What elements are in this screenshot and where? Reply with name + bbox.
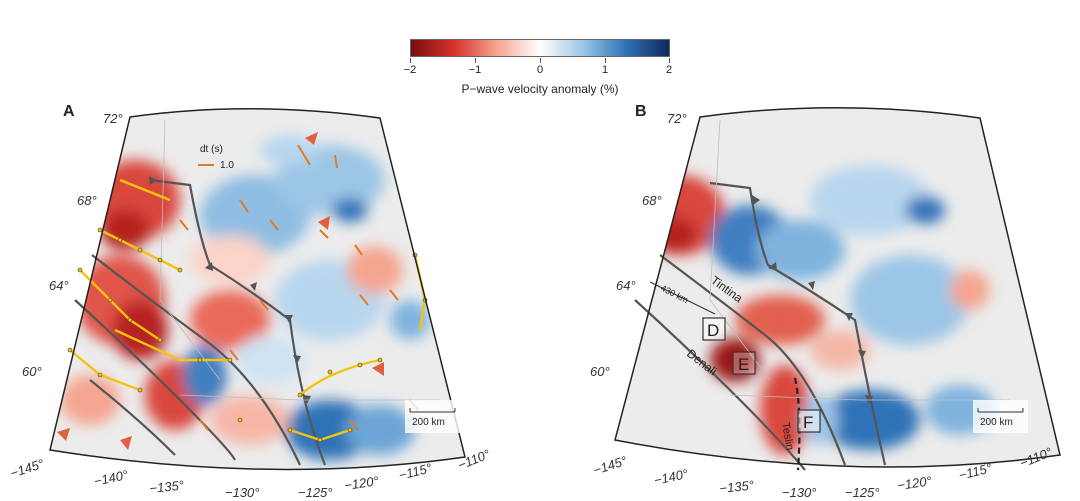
- borders: [709, 119, 1010, 401]
- box-e: E: [732, 351, 756, 375]
- colorbar-tick: [475, 58, 476, 63]
- scale-bar-label: 200 km: [412, 417, 445, 428]
- lat-label: 64°: [616, 278, 636, 293]
- lon-label: −130°: [782, 485, 816, 500]
- lat-label: 72°: [667, 111, 687, 126]
- thrust-front: [149, 176, 327, 466]
- panel-a-letter: A: [63, 103, 75, 120]
- lon-label: −120°: [343, 473, 379, 493]
- map-panel-a: dt (s) 1.0 200 km 72° 68° 64° 60° −145° …: [8, 108, 492, 500]
- lon-label: −135°: [719, 477, 755, 496]
- lon-label: −140°: [653, 466, 690, 488]
- map-frame: [614, 107, 1061, 468]
- panel-b-letter: B: [635, 103, 647, 120]
- colorbar-tick: [669, 58, 670, 63]
- colorbar-tick-label: 2: [665, 64, 673, 76]
- splitting-bars: [179, 144, 419, 431]
- volcano-markers: [57, 132, 384, 450]
- box-d-label: D: [707, 321, 719, 340]
- legend-title: dt (s): [200, 144, 223, 155]
- lat-label: 68°: [642, 193, 662, 208]
- fault-lines: [634, 254, 847, 471]
- box-e-label: E: [738, 355, 749, 374]
- velocity-anomaly-field: [60, 135, 430, 460]
- box-d: D: [702, 317, 726, 341]
- colorbar-title: P−wave velocity anomaly (%): [461, 82, 619, 96]
- colorbar-tick-label: 0: [536, 64, 544, 76]
- colorbar-tick: [605, 58, 606, 63]
- scale-bar-box: [405, 400, 460, 433]
- box-f-label: F: [803, 413, 813, 432]
- lon-label: −130°: [225, 485, 259, 500]
- scale-bar-box: [973, 400, 1028, 433]
- lat-label: 68°: [77, 193, 97, 208]
- lon-label: −120°: [896, 473, 932, 493]
- colorbar: [410, 39, 670, 57]
- lon-label: −135°: [149, 477, 185, 496]
- lon-label: −140°: [93, 467, 130, 489]
- lat-label: 64°: [49, 278, 69, 293]
- lon-label: −125°: [845, 485, 879, 500]
- colorbar-tick: [540, 58, 541, 63]
- lat-label: 72°: [103, 111, 123, 126]
- legend-value: 1.0: [220, 160, 234, 171]
- teslin-label: Teslin: [779, 421, 796, 451]
- lon-label: −125°: [298, 485, 332, 500]
- lon-label: −145°: [591, 453, 628, 478]
- scale-bar-label: 200 km: [980, 417, 1013, 428]
- lon-label: −145°: [8, 456, 45, 481]
- colorbar-tick-label: −2: [403, 64, 417, 76]
- map-frame: [49, 108, 466, 471]
- colorbar-tick-label: −1: [468, 64, 482, 76]
- distance-line: [649, 281, 716, 315]
- map-panel-b: 430 km Tintina Denali Teslin D E F 200 k…: [590, 107, 1061, 500]
- stations: [67, 227, 428, 443]
- lat-label: 60°: [590, 364, 610, 379]
- fault-lines: [74, 254, 301, 466]
- colorbar-tick: [410, 58, 411, 63]
- lat-label: 60°: [22, 364, 42, 379]
- borders: [159, 119, 440, 401]
- thrust-front: [709, 181, 887, 466]
- box-f: F: [797, 409, 821, 433]
- colorbar-tick-label: 1: [601, 64, 609, 76]
- teslin-fault: [793, 377, 801, 471]
